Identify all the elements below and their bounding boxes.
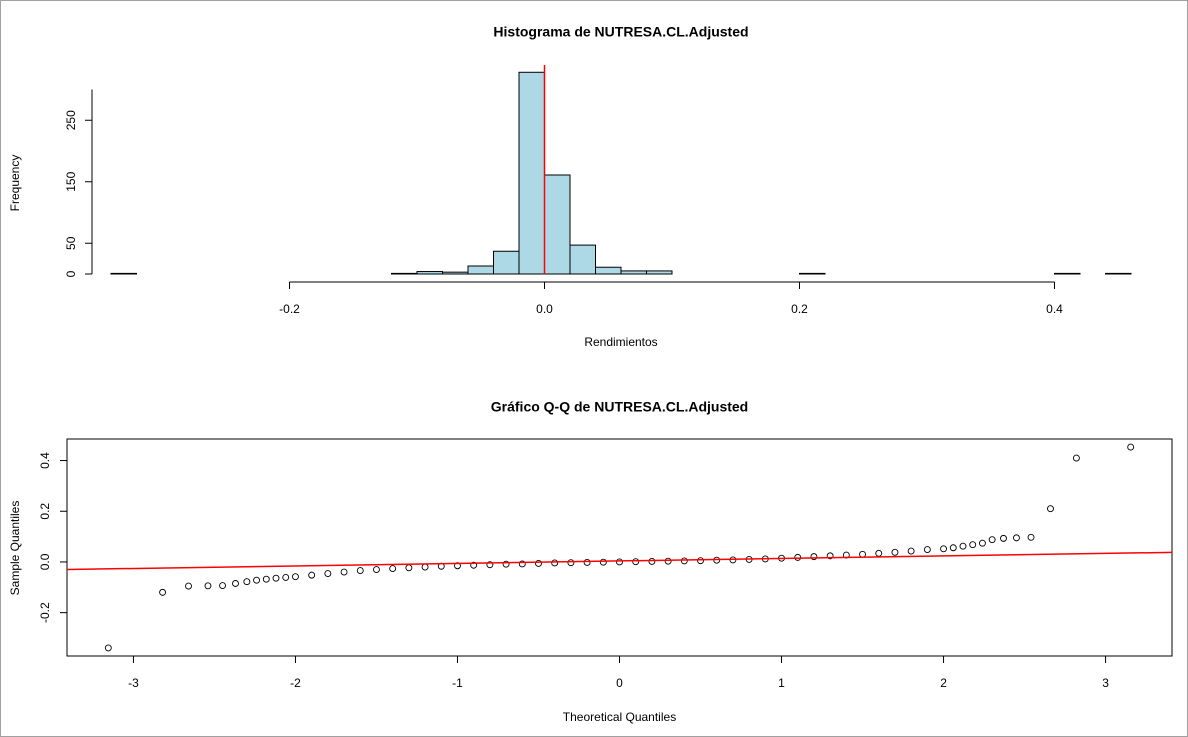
point (1047, 505, 1054, 513)
point (518, 560, 526, 568)
y-tick-label: 150 (64, 171, 78, 191)
bar (416, 271, 443, 275)
point (232, 580, 239, 587)
y-axis-title: Frequency (8, 155, 22, 212)
point (551, 559, 559, 567)
point (826, 552, 834, 560)
point (891, 548, 899, 556)
point (697, 557, 704, 565)
bar (569, 244, 596, 275)
point (664, 557, 672, 565)
x-tick-label: 3 (1102, 676, 1109, 690)
point (502, 560, 510, 568)
point (810, 553, 818, 561)
point (949, 544, 957, 552)
bar (646, 270, 673, 275)
point (567, 559, 575, 567)
point (923, 546, 931, 553)
x-tick-label: 0.0 (536, 302, 553, 316)
bar (1054, 272, 1081, 275)
y-tick-label: 0.2 (38, 503, 52, 520)
point (680, 557, 688, 565)
bar (110, 272, 137, 275)
point (959, 542, 967, 550)
x-tick-label: -2 (290, 676, 301, 690)
x-tick-label: 0.2 (791, 302, 808, 316)
bar (799, 272, 826, 275)
point (1000, 534, 1007, 542)
point (324, 570, 332, 578)
point (356, 567, 364, 575)
x-axis-title: Theoretical Quantiles (563, 710, 676, 724)
point (1072, 454, 1080, 462)
bar (544, 174, 571, 275)
bar (467, 265, 494, 275)
x-axis-title: Rendimientos (584, 335, 657, 349)
point (535, 560, 542, 567)
point (1027, 533, 1035, 541)
qq-line (66, 551, 1173, 571)
bar (1105, 272, 1132, 275)
point (648, 557, 656, 565)
point (185, 582, 192, 590)
bar (493, 250, 520, 275)
point (389, 565, 397, 572)
x-tick-label: -0.2 (279, 302, 300, 316)
point (262, 575, 270, 583)
y-tick-label: -0.2 (38, 602, 52, 623)
point (204, 582, 212, 590)
point (616, 558, 623, 566)
point (599, 558, 607, 566)
point (159, 588, 167, 596)
point (940, 545, 947, 553)
chart-title: Histograma de NUTRESA.CL.Adjusted (493, 24, 748, 40)
x-tick-label: 1 (778, 676, 785, 690)
x-tick-label: -3 (128, 676, 139, 690)
x-tick-label: 0.4 (1046, 302, 1063, 316)
point (272, 574, 280, 582)
point (243, 578, 251, 586)
point (104, 644, 112, 652)
point (988, 536, 996, 544)
y-tick-label: 50 (64, 236, 78, 250)
chart-title: Gráfico Q-Q de NUTRESA.CL.Adjusted (491, 399, 748, 415)
point (969, 541, 977, 549)
point (282, 573, 290, 581)
bar (391, 272, 418, 275)
x-tick-label: -1 (452, 676, 463, 690)
y-tick-label: 0 (64, 270, 78, 277)
point (907, 547, 915, 555)
point (1127, 443, 1135, 451)
point (583, 559, 591, 566)
point (253, 576, 261, 584)
plot-box (66, 438, 1173, 657)
point (978, 539, 986, 547)
bar (442, 271, 469, 275)
y-axis-title: Sample Quantiles (8, 501, 22, 596)
y-tick-label: 250 (64, 110, 78, 130)
point (308, 571, 316, 579)
bar (518, 71, 545, 275)
point (340, 568, 348, 576)
point (1013, 534, 1020, 542)
point (219, 582, 226, 589)
x-tick-label: 0 (616, 676, 623, 690)
point (373, 566, 380, 574)
y-tick-label: 0.0 (38, 553, 52, 570)
point (292, 573, 299, 581)
bar (595, 266, 622, 275)
x-tick-label: 2 (940, 676, 947, 690)
bar (620, 270, 647, 275)
point (486, 561, 494, 569)
point (470, 561, 478, 569)
y-tick-label: 0.4 (38, 452, 52, 469)
point (632, 558, 640, 566)
